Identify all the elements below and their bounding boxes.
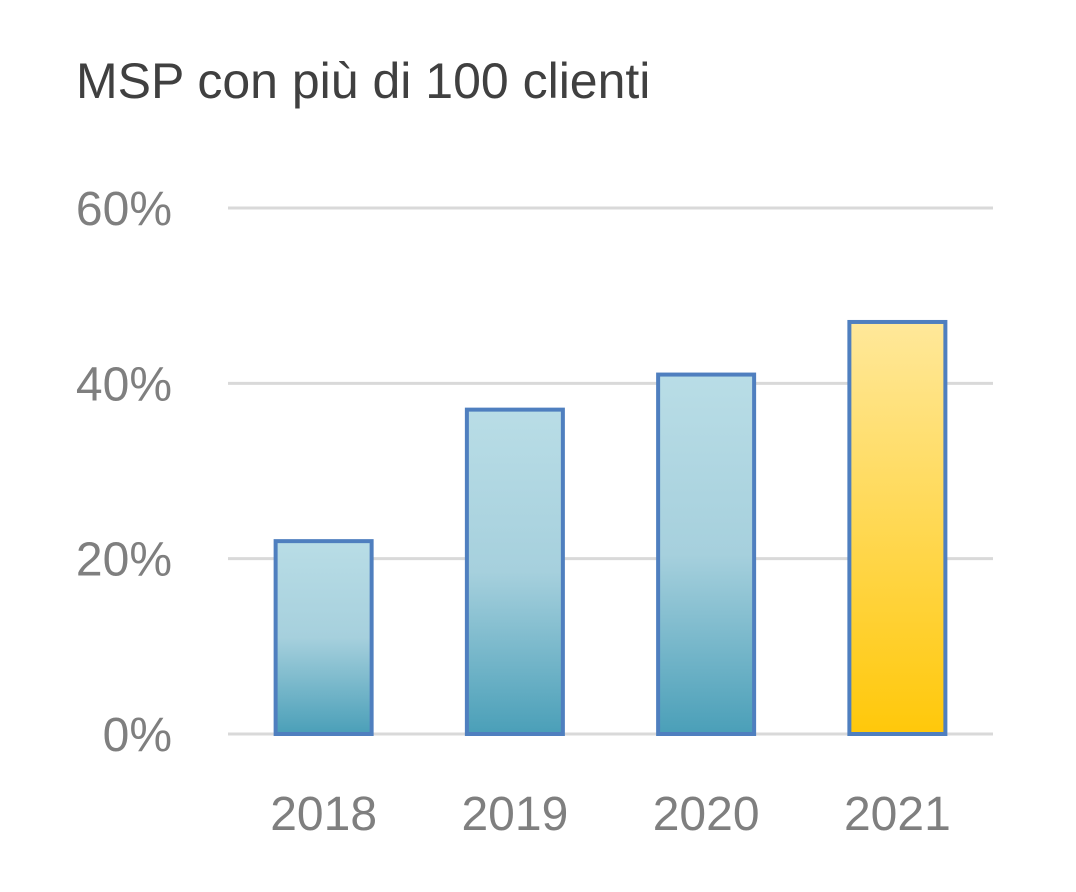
x-tick-label: 2021 bbox=[844, 788, 951, 841]
y-tick-label: 40% bbox=[76, 358, 172, 411]
y-tick-label: 60% bbox=[76, 183, 172, 236]
bar-2019 bbox=[464, 407, 565, 736]
bar-2020 bbox=[656, 372, 757, 736]
y-axis-tick-labels: 0% 20% 40% 60% bbox=[76, 183, 172, 762]
y-tick-label: 0% bbox=[103, 709, 172, 762]
x-axis-tick-labels: 2018 2019 2020 2021 bbox=[270, 788, 951, 841]
x-tick-label: 2018 bbox=[270, 788, 377, 841]
y-tick-label: 20% bbox=[76, 534, 172, 587]
x-tick-label: 2020 bbox=[653, 788, 760, 841]
bar-2018 bbox=[273, 539, 374, 737]
chart-title: MSP con più di 100 clienti bbox=[76, 53, 651, 109]
bar-2021 bbox=[847, 319, 948, 736]
bars bbox=[273, 319, 948, 737]
x-tick-label: 2019 bbox=[461, 788, 568, 841]
